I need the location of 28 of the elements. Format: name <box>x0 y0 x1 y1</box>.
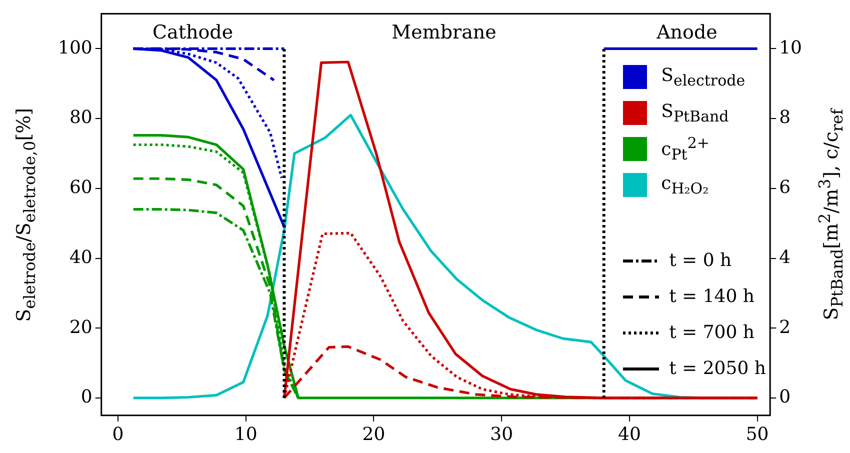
y-tick-label: 20 <box>69 316 92 338</box>
annotation: Membrane <box>392 22 496 44</box>
legend-label: c$_{H₂O₂}$ <box>661 172 709 198</box>
x-tick-label: 40 <box>618 424 641 445</box>
y2-tick-label: 4 <box>779 246 791 268</box>
annotation: t = 2050 h <box>669 358 766 380</box>
y-tick-label: 100 <box>58 37 92 58</box>
y2-tick-label: 8 <box>779 107 791 128</box>
y-tick-label: 80 <box>69 107 92 128</box>
y2-tick-label: 10 <box>779 37 802 58</box>
x-tick-label: 50 <box>746 424 769 445</box>
annotation: t = 0 h <box>669 250 732 272</box>
x-tick-label: 30 <box>490 424 514 445</box>
y-tick-label: 40 <box>69 246 92 268</box>
x-tick-label: 20 <box>362 424 386 445</box>
y-tick-label: 0 <box>80 386 92 408</box>
y2-tick-label: 6 <box>779 177 791 198</box>
x-tick-label: 10 <box>234 424 258 445</box>
annotation: t = 140 h <box>669 286 755 308</box>
legend-label: S$_{electrode}$ <box>661 64 746 90</box>
annotation: Anode <box>656 22 718 44</box>
annotation: Cathode <box>152 22 234 44</box>
y2-tick-label: 0 <box>779 386 791 408</box>
annotation: t = 700 h <box>669 322 755 344</box>
x-tick-label: 0 <box>112 424 124 445</box>
y2-tick-label: 2 <box>779 316 791 338</box>
y-tick-label: 60 <box>69 177 92 198</box>
legend-label: S$_{PtBand}$ <box>661 100 729 126</box>
